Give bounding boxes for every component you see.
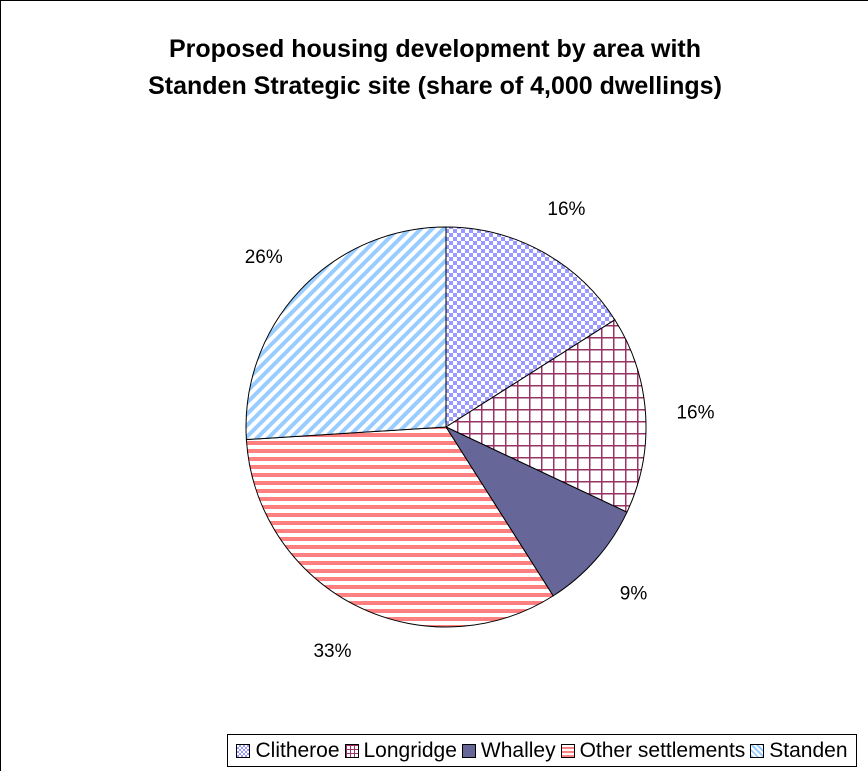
legend-label-other-settlements: Other settlements bbox=[579, 738, 746, 762]
pie-slice-standen bbox=[245, 226, 447, 441]
pie-slice-clitheroe bbox=[445, 226, 616, 428]
data-label-longridge: 16% bbox=[676, 402, 714, 423]
legend-label-longridge: Longridge bbox=[363, 738, 457, 762]
legend-label-whalley: Whalley bbox=[480, 738, 556, 762]
legend-swatch-clitheroe bbox=[236, 743, 251, 758]
legend-swatch-standen bbox=[750, 743, 765, 758]
legend-label-standen: Standen bbox=[769, 738, 848, 762]
pie-chart: 16% 16% 9% 33% 26% bbox=[245, 199, 715, 662]
legend: Clitheroe Longridge Whalley Other settlemen… bbox=[227, 734, 857, 767]
data-label-clitheroe: 16% bbox=[547, 199, 585, 220]
data-label-standen: 26% bbox=[245, 247, 283, 268]
data-label-other-settlements: 33% bbox=[313, 641, 351, 662]
chart-title: Proposed housing development by area wit… bbox=[148, 35, 722, 100]
pie-slices bbox=[245, 226, 647, 628]
pie-slice-whalley bbox=[444, 425, 628, 597]
pie-slice-other-settlements bbox=[245, 426, 554, 628]
legend-item-whalley: Whalley bbox=[461, 738, 556, 763]
legend-item-longridge: Longridge bbox=[344, 738, 457, 763]
legend-item-standen: Standen bbox=[750, 738, 848, 763]
legend-item-clitheroe: Clitheroe bbox=[236, 738, 340, 763]
legend-swatch-other-settlements bbox=[560, 743, 575, 758]
pie-labels: 16% 16% 9% 33% 26% bbox=[245, 199, 715, 662]
legend-swatch-longridge bbox=[344, 743, 359, 758]
legend-item-other-settlements: Other settlements bbox=[560, 738, 746, 763]
pie-slice-longridge bbox=[444, 319, 647, 513]
legend-swatch-whalley bbox=[461, 743, 476, 758]
legend-label-clitheroe: Clitheroe bbox=[255, 738, 340, 762]
data-label-whalley: 9% bbox=[620, 583, 648, 604]
